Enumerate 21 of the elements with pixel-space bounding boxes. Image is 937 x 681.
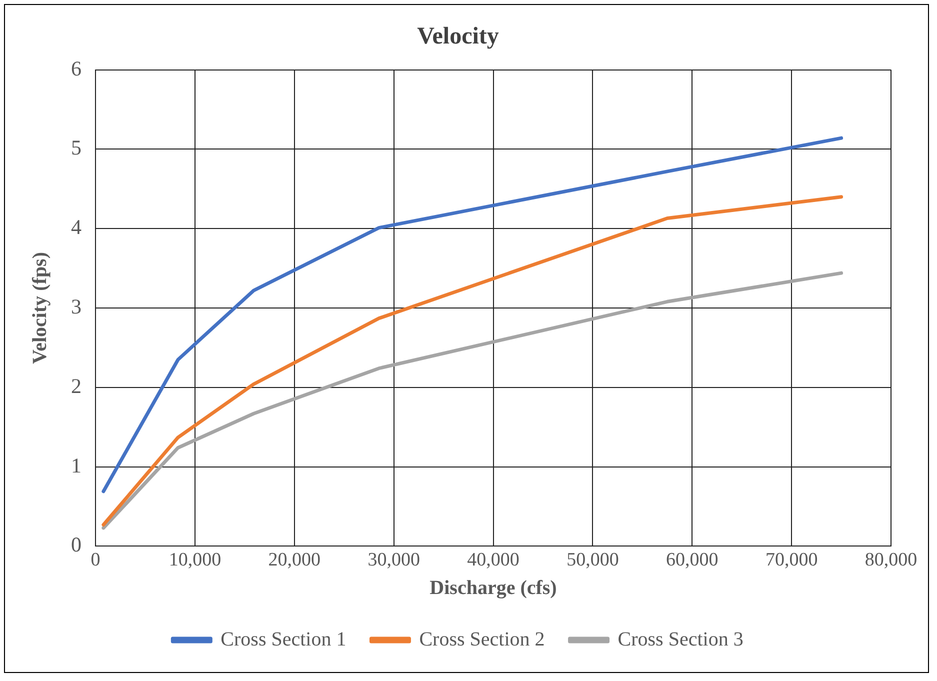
y-tick-label: 4 <box>71 215 82 240</box>
y-tick-label: 1 <box>71 453 82 478</box>
x-tick-label: 20,000 <box>268 550 320 571</box>
x-tick-label: 70,000 <box>765 550 818 571</box>
x-tick-label: 80,000 <box>864 550 918 571</box>
legend-label: Cross Section 1 <box>220 628 346 650</box>
y-axis-title: Velocity (fps) <box>29 252 52 364</box>
legend-label: Cross Section 3 <box>618 628 744 650</box>
x-axis-title: Discharge (cfs) <box>430 577 557 600</box>
y-tick-label: 3 <box>71 294 82 319</box>
x-tick-label: 40,000 <box>467 550 520 571</box>
x-tick-label: 30,000 <box>368 550 420 571</box>
y-tick-label: 2 <box>71 374 82 398</box>
y-tick-label: 6 <box>71 56 82 80</box>
y-tick-label: 5 <box>71 136 82 160</box>
x-tick-label: 0 <box>90 550 100 571</box>
chart-title: Velocity <box>417 24 499 50</box>
x-tick-label: 60,000 <box>666 550 718 571</box>
x-tick-label: 50,000 <box>566 550 619 571</box>
x-tick-label: 10,000 <box>168 550 222 571</box>
legend-label: Cross Section 2 <box>419 628 545 650</box>
